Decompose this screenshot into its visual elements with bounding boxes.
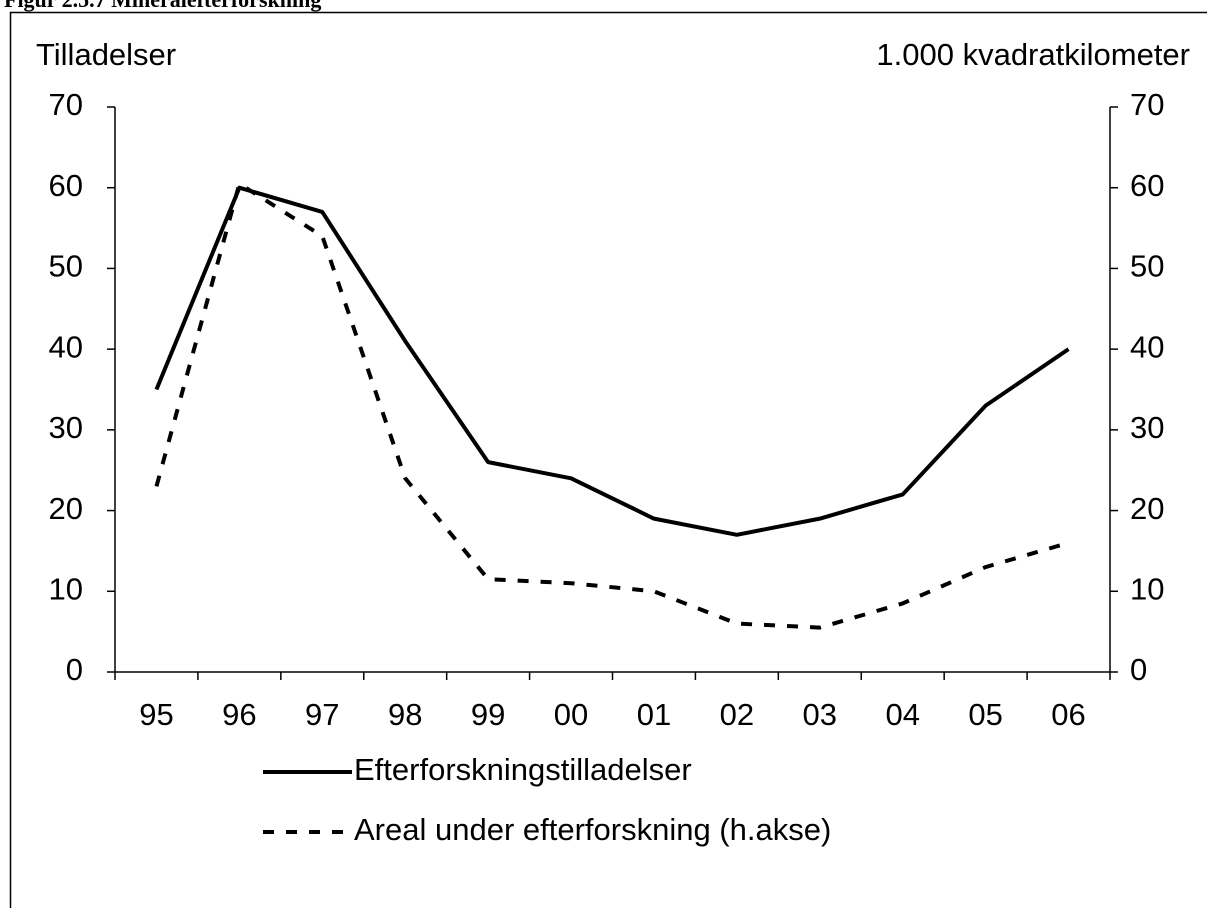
x-tick-label: 01 bbox=[637, 697, 671, 732]
chart-frame bbox=[9, 11, 1207, 908]
y-tick-label: 60 bbox=[49, 168, 83, 203]
x-tick-label: 06 bbox=[1051, 697, 1085, 732]
y2-tick-label: 20 bbox=[1130, 491, 1164, 526]
x-tick-label: 99 bbox=[471, 697, 505, 732]
x-tick-label: 02 bbox=[720, 697, 754, 732]
y-axis-label: Tilladelser bbox=[36, 37, 176, 72]
x-tick-label: 96 bbox=[222, 697, 256, 732]
y-tick-label: 20 bbox=[49, 491, 83, 526]
y-tick-label: 10 bbox=[49, 571, 83, 606]
y-tick-label: 0 bbox=[66, 652, 83, 687]
series-line bbox=[154, 185, 1070, 537]
y-tick-label: 50 bbox=[49, 249, 83, 284]
x-tick-label: 95 bbox=[139, 697, 173, 732]
y2-tick-label: 60 bbox=[1130, 168, 1164, 203]
y2-tick-label: 40 bbox=[1130, 329, 1164, 364]
y-tick-label: 30 bbox=[49, 410, 83, 445]
x-tick-label: 00 bbox=[554, 697, 588, 732]
x-tick-label: 04 bbox=[885, 697, 919, 732]
y2-tick-label: 0 bbox=[1130, 652, 1147, 687]
series-line bbox=[154, 181, 1070, 630]
legend-label: Efterforskningstilladelser bbox=[354, 752, 692, 787]
y2-tick-label: 70 bbox=[1130, 87, 1164, 122]
y-tick-label: 70 bbox=[49, 87, 83, 122]
chart-title: Figur 2.5.7 Mineralefterforskning bbox=[4, 0, 321, 12]
x-tick-label: 05 bbox=[968, 697, 1002, 732]
y-tick-label: 40 bbox=[49, 329, 83, 364]
legend-label: Areal under efterforskning (h.akse) bbox=[354, 812, 831, 847]
x-tick-label: 98 bbox=[388, 697, 422, 732]
x-tick-label: 97 bbox=[305, 697, 339, 732]
y2-tick-label: 10 bbox=[1130, 571, 1164, 606]
y2-axis-label: 1.000 kvadratkilometer bbox=[876, 37, 1190, 72]
y2-tick-label: 30 bbox=[1130, 410, 1164, 445]
y2-tick-label: 50 bbox=[1130, 249, 1164, 284]
x-tick-label: 03 bbox=[803, 697, 837, 732]
